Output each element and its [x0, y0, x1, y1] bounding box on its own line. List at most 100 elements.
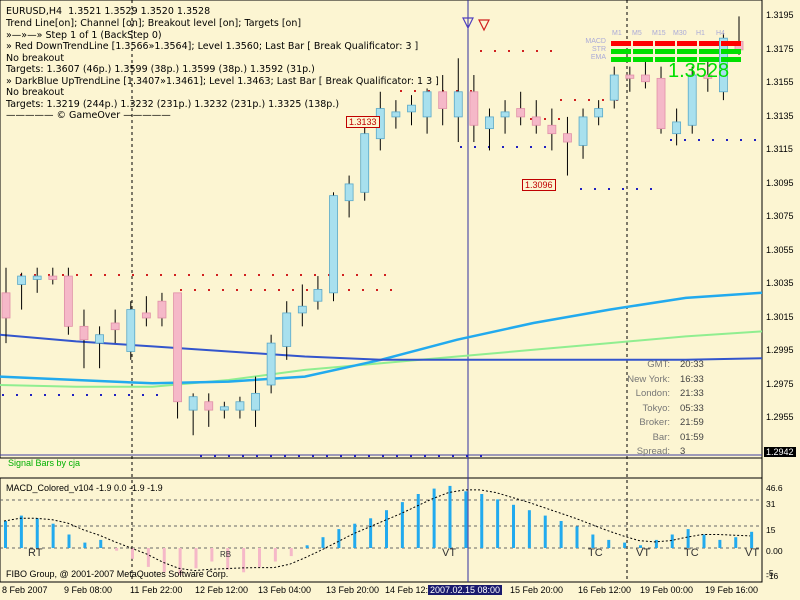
- macd-bar: [99, 539, 103, 548]
- clock-value: 01:59: [680, 431, 704, 443]
- target-dot: [278, 289, 280, 291]
- macd-bar: [400, 502, 404, 548]
- target-dot: [460, 146, 462, 148]
- target-dot: [470, 90, 472, 92]
- y-axis-label: 1.3115: [766, 144, 793, 155]
- clock-label: Tokyo:: [642, 402, 670, 414]
- target-dot: [370, 274, 372, 276]
- macd-bar: [131, 548, 134, 559]
- timeframe-label: M30: [673, 30, 687, 37]
- signal-bars-label: Signal Bars by cja: [8, 458, 81, 468]
- target-dot: [242, 455, 244, 457]
- candle-body: [79, 325, 89, 341]
- target-dot: [474, 146, 476, 148]
- symbol-label: EURUSD,H4: [6, 6, 63, 17]
- signal-cell: [699, 41, 719, 46]
- y-axis-label: 1.3015: [766, 311, 794, 322]
- target-dot: [194, 289, 196, 291]
- signal-cell: [611, 41, 631, 46]
- target-dot: [16, 394, 18, 396]
- signal-cell: [677, 57, 697, 62]
- target-dot: [142, 394, 144, 396]
- x-axis-label: 2007.02.15 08:00: [428, 585, 503, 595]
- target-dot: [428, 90, 430, 92]
- target-dot: [502, 146, 504, 148]
- target-dot: [400, 90, 402, 92]
- target-dot: [62, 274, 64, 276]
- target-dot: [202, 274, 204, 276]
- x-axis-label: 16 Feb 12:00: [578, 585, 632, 595]
- candle-body: [32, 275, 42, 280]
- target-dot: [174, 274, 176, 276]
- indicator-label: EMA: [590, 54, 606, 61]
- candle-body: [516, 108, 526, 118]
- x-axis-label: 13 Feb 20:00: [326, 585, 380, 595]
- macd-bar: [178, 548, 182, 575]
- macd-bar: [432, 488, 436, 548]
- macd-axis-label: -5: [766, 568, 774, 578]
- target-dot: [132, 274, 134, 276]
- macd-bar: [369, 518, 373, 548]
- x-axis-label: 13 Feb 04:00: [258, 585, 312, 595]
- ohlc-values: 1.3521 1.3529 1.3520 1.3528: [68, 6, 211, 17]
- target-dot: [684, 139, 686, 141]
- candle-body: [251, 392, 260, 411]
- macd-annotation: VT: [442, 547, 457, 559]
- timeframe-label: H1: [696, 30, 705, 37]
- macd-bar: [115, 548, 119, 551]
- down-arrow-icon: [478, 19, 490, 32]
- candle-body: [609, 74, 619, 101]
- target-dot: [160, 274, 162, 276]
- clock-label: Broker:: [639, 417, 670, 428]
- y-axis-label: 1.3155: [766, 77, 794, 88]
- target-dot: [594, 188, 596, 190]
- signal-cell: [655, 41, 675, 46]
- target-dot: [34, 274, 36, 276]
- x-axis-label: 11 Feb 22:00: [130, 585, 183, 595]
- signal-cell: [677, 49, 697, 54]
- target-dot: [244, 274, 246, 276]
- candle-body: [500, 111, 510, 118]
- timeframe-label: H4: [716, 30, 725, 37]
- target-dot: [214, 455, 216, 457]
- signal-cell: [633, 57, 653, 62]
- signal-cell: [721, 41, 741, 46]
- x-axis-label: 12 Feb 12:00: [195, 585, 249, 595]
- target-dot: [114, 394, 116, 396]
- target-dot: [348, 289, 350, 291]
- signal-cell: [611, 57, 631, 62]
- candle-body: [422, 91, 432, 118]
- info-line: No breakout: [6, 52, 65, 64]
- candle-body: [141, 312, 151, 319]
- target-dot: [306, 289, 308, 291]
- target-dot: [396, 455, 398, 457]
- macd-bar: [210, 548, 214, 562]
- candle-body: [391, 111, 401, 118]
- macd-bar: [543, 515, 547, 548]
- target-dot: [256, 455, 258, 457]
- candle-body: [95, 334, 104, 344]
- target-dot: [456, 90, 458, 92]
- macd-bar: [289, 548, 293, 557]
- target-dot: [340, 455, 342, 457]
- signal-cell: [699, 57, 719, 62]
- clock-label: GMT:: [647, 359, 670, 370]
- target-dot: [312, 455, 314, 457]
- clock-value: 21:59: [680, 417, 704, 428]
- target-dot: [438, 455, 440, 457]
- target-dot: [90, 274, 92, 276]
- candle-body: [48, 275, 58, 280]
- target-dot: [354, 455, 356, 457]
- macd-bar: [273, 548, 277, 562]
- macd-bar: [162, 548, 166, 573]
- macd-annotation: TC: [588, 547, 603, 559]
- y-axis-label: 1.2995: [766, 345, 794, 356]
- info-line: Targets: 1.3219 (244p.) 1.3232 (231p.) 1…: [6, 98, 340, 110]
- price-tag-1: 1.3133: [346, 116, 380, 128]
- candle-body: [282, 312, 292, 347]
- target-dot: [300, 274, 302, 276]
- y-axis-label: 1.3075: [766, 211, 794, 222]
- target-dot: [216, 274, 218, 276]
